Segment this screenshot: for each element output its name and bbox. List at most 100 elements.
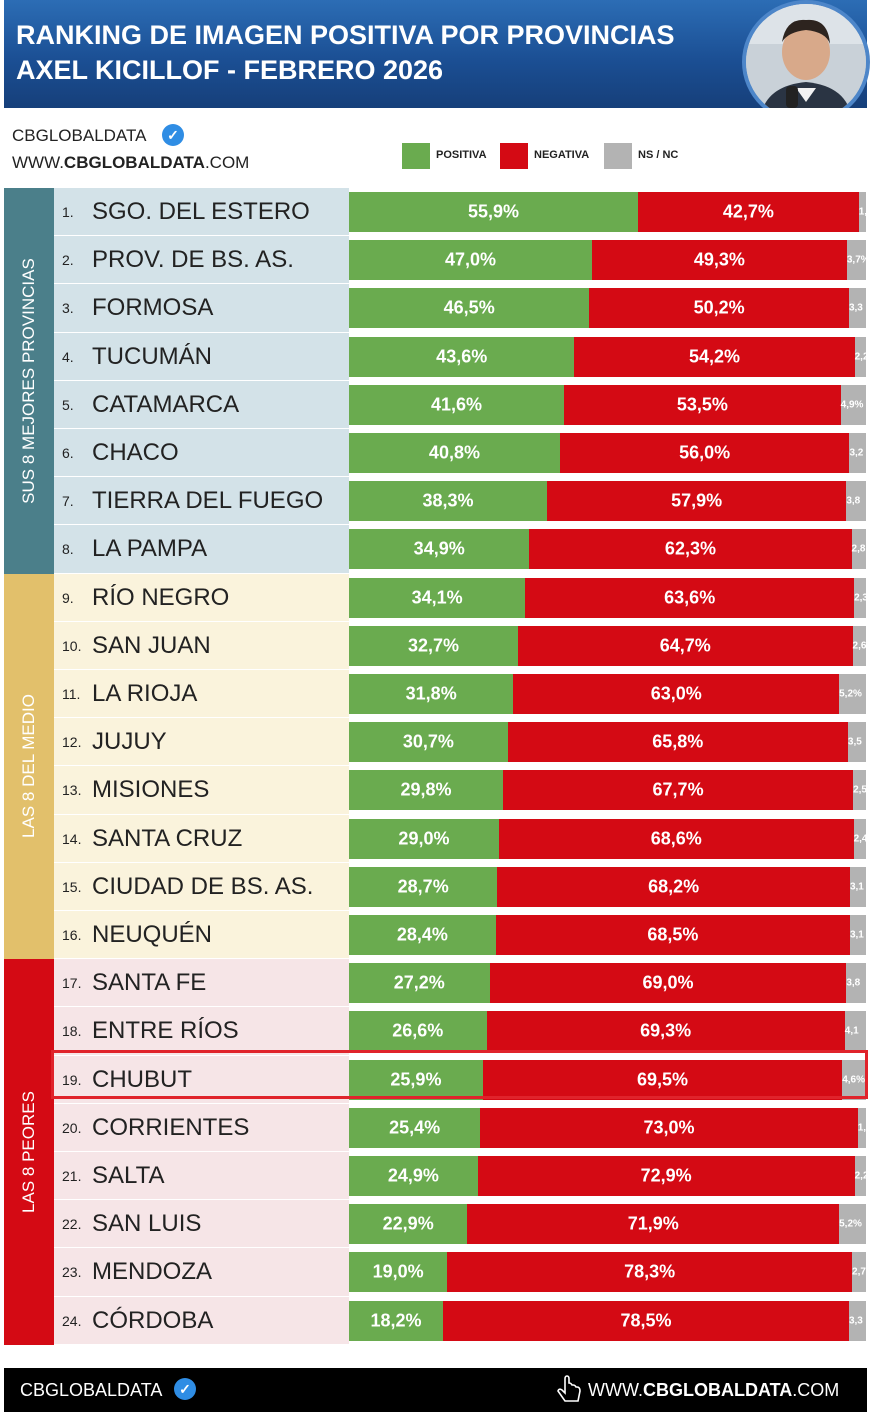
legend-label-1: NEGATIVA [534,149,590,161]
positive-segment: 31,8% [349,674,514,714]
stacked-bar: 32,7% 64,7% 2,6 [349,625,867,666]
nsnc-segment-label: 4,1 [844,1025,859,1037]
province-name: FORMOSA [92,294,214,322]
row-label-bg [54,236,349,284]
brand-url-suffix: .COM [204,153,250,172]
footer-url: WWW.CBGLOBALDATA.COM [588,1380,839,1401]
negative-segment-label: 68,2% [648,876,700,897]
negative-segment: 78,3% [447,1252,853,1293]
subheader: CBGLOBALDATA ✓ WWW.CBGLOBALDATA.COM POSI… [4,108,867,188]
legend-swatch-1 [500,143,528,169]
nsnc-segment: 2,2 [854,336,869,377]
nsnc-segment: 3,3 [848,288,866,329]
negative-segment: 49,3% [591,240,847,281]
positive-segment: 38,3% [349,481,547,522]
nsnc-segment-label: 5,2% [839,688,862,700]
nsnc-segment: 2,6 [852,625,867,666]
nsnc-segment-label: 2,7 [852,1266,866,1278]
stacked-bar: 19,0% 78,3% 2,7 [349,1252,866,1293]
footer-verified-check-icon: ✓ [174,1378,196,1400]
negative-segment-label: 63,6% [664,587,716,608]
negative-segment-label: 50,2% [693,297,745,318]
negative-segment-label: 78,5% [620,1310,672,1331]
negative-segment: 78,5% [443,1300,849,1341]
row-label-bg [54,1152,349,1200]
positive-segment: 41,6% [349,384,565,425]
positive-segment-label: 26,6% [392,1020,444,1041]
row-label-bg [54,1248,349,1296]
row-label-bg [54,477,349,525]
province-name: CÓRDOBA [92,1306,214,1334]
negative-segment-label: 64,7% [659,635,711,656]
positive-segment-label: 29,8% [400,779,452,800]
nsnc-segment: 1,4 [858,192,871,232]
nsnc-segment: 3,2 [849,433,866,473]
nsnc-segment: 3,8 [846,481,866,522]
row-label-bg [54,670,349,718]
nsnc-segment-label: 3,8 [846,495,861,507]
stacked-bar: 40,8% 56,0% 3,2 [349,433,866,473]
negative-segment-label: 54,2% [688,346,741,367]
nsnc-segment: 3,5 [847,722,866,763]
nsnc-segment-label: 2,8 [851,543,866,555]
positive-segment-label: 24,9% [387,1165,439,1186]
footer-brand: CBGLOBALDATA [20,1380,163,1400]
negative-segment: 72,9% [477,1156,855,1196]
group-band-0: SUS 8 MEJORES PROVINCIAS [4,188,54,574]
negative-segment-label: 73,0% [643,1117,695,1138]
nsnc-segment: 4,9% [840,384,866,425]
negative-segment: 57,9% [547,481,847,522]
positive-segment-label: 46,5% [443,297,495,318]
negative-segment-label: 69,0% [642,972,694,993]
stacked-bar: 43,6% 54,2% 2,2 [349,336,869,377]
province-name: CATAMARCA [92,390,240,418]
portrait-photo [742,0,870,124]
province-name: SALTA [92,1162,165,1189]
row-label-bg [54,332,349,380]
positive-segment-label: 55,9% [467,201,520,222]
positive-segment: 34,9% [349,529,530,570]
positive-segment: 30,7% [349,722,508,763]
positive-segment-label: 28,7% [397,876,449,897]
negative-segment: 69,0% [489,963,847,1004]
nsnc-segment: 4,6% [842,1059,866,1100]
footer-url-suffix: .COM [792,1380,840,1400]
nsnc-segment: 3,8 [846,963,866,1004]
nsnc-segment-label: 2,6 [852,640,867,652]
footer-url-prefix: WWW. [588,1380,643,1400]
row-label-bg [54,380,349,428]
row-label-bg [54,525,349,573]
rank-number: 9. [62,589,74,606]
stacked-bar: 25,9% 69,5% 4,6% [349,1059,866,1100]
positive-segment-label: 22,9% [382,1213,434,1234]
positive-segment-label: 34,9% [413,538,465,559]
negative-segment-label: 53,5% [676,394,728,415]
nsnc-segment: 3,7% [846,240,870,281]
negative-segment: 69,3% [486,1011,845,1052]
portrait-illustration [746,4,866,120]
stacked-bar: 22,9% 71,9% 5,2% [349,1204,866,1245]
rank-number: 21. [62,1168,82,1184]
province-name: CIUDAD DE BS. AS. [92,872,314,900]
province-name: TIERRA DEL FUEGO [92,487,324,515]
negative-segment: 68,2% [497,866,850,907]
rank-number: 7. [62,493,74,510]
positive-segment: 25,4% [349,1107,481,1148]
positive-segment-label: 43,6% [436,346,488,367]
negative-segment-label: 69,3% [640,1020,692,1041]
positive-segment-label: 30,7% [402,731,454,752]
nsnc-segment-label: 3,7% [846,254,870,266]
row-label-bg [54,814,349,862]
row-label-bg [54,862,349,910]
province-name: CORRIENTES [92,1113,250,1141]
positive-segment-label: 47,0% [444,249,497,270]
province-name: NEUQUÉN [92,921,213,948]
chart-header: RANKING DE IMAGEN POSITIVA POR PROVINCIA… [4,0,867,108]
chart-subtitle: AXEL KICILLOF - FEBRERO 2026 [16,55,444,85]
rank-number: 12. [62,734,82,751]
row-label-bg [54,1296,349,1344]
brand-url-bold: CBGLOBALDATA [63,153,205,172]
positive-segment-label: 25,9% [390,1069,442,1090]
province-name: JUJUY [92,728,167,756]
positive-segment: 32,7% [349,625,519,666]
